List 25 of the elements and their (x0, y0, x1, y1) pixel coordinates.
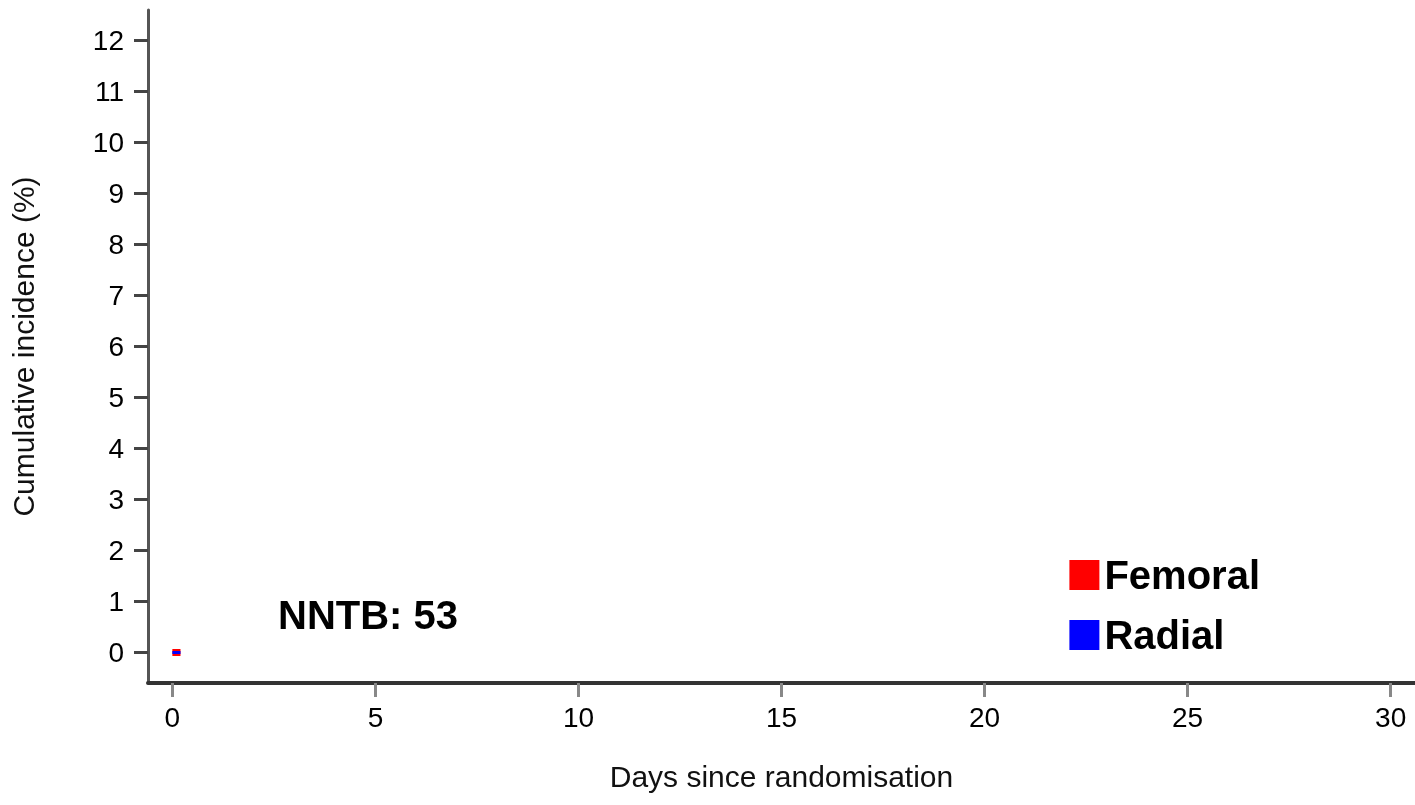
x-tick-label: 15 (765, 701, 798, 733)
y-tick-label: 12 (92, 25, 124, 57)
y-tick-label: 10 (92, 127, 124, 159)
y-tick-label: 2 (108, 534, 124, 566)
y-tick-label: 9 (108, 178, 124, 210)
y-tick-label: 7 (108, 280, 124, 312)
x-tick-label: 25 (1172, 701, 1204, 733)
legend-label: Femoral (1104, 553, 1260, 597)
y-tick-label: 3 (108, 483, 124, 515)
x-tick-label: 0 (164, 701, 181, 733)
y-tick-label: 4 (108, 432, 124, 464)
x-tick-label: 30 (1375, 701, 1407, 733)
y-tick-label: 0 (108, 636, 124, 668)
x-tick-label: 20 (968, 701, 1001, 733)
legend-label: Radial (1104, 613, 1225, 657)
y-tick-label: 5 (108, 381, 124, 413)
y-tick-label: 11 (94, 76, 124, 108)
y-tick-label: 1 (108, 585, 124, 617)
y-axis-title: Cumulative incidence (%) (6, 176, 40, 517)
x-axis-title: Days since randomisation (609, 759, 954, 793)
x-tick-label: 10 (562, 701, 595, 733)
annotation: NNTB: 53 (278, 593, 459, 637)
y-tick-label: 8 (108, 229, 124, 261)
y-tick-label: 6 (108, 331, 124, 362)
x-tick-label: 5 (367, 701, 384, 733)
